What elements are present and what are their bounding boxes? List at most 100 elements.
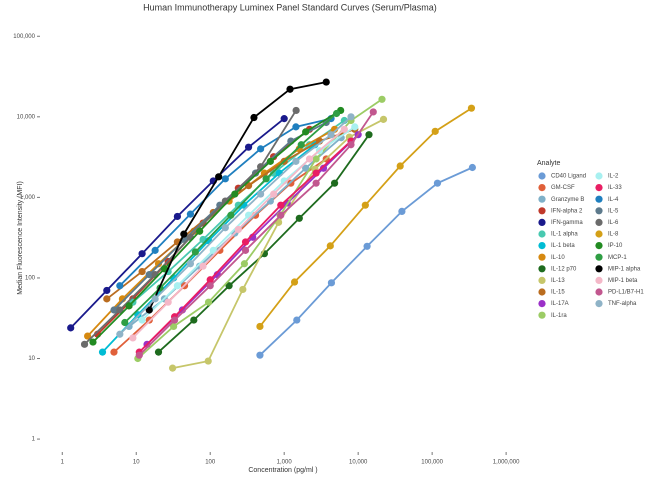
data-point (365, 131, 373, 139)
data-point (234, 225, 242, 234)
data-point (204, 298, 213, 306)
data-point (250, 113, 258, 122)
data-point (398, 207, 406, 215)
data-point (312, 179, 320, 187)
legend-label: IL-10 (551, 255, 565, 261)
legend-swatch (595, 276, 603, 284)
data-point (145, 271, 153, 279)
data-point (103, 295, 111, 303)
data-point (351, 123, 359, 131)
legend-label: IL-8 (608, 232, 619, 238)
legend-swatch (595, 172, 603, 180)
data-point (116, 282, 124, 290)
x-axis-title: Concentration (pg/ml ) (248, 467, 317, 474)
data-point (292, 157, 300, 165)
data-point (160, 265, 168, 273)
data-point (312, 169, 320, 177)
data-point (347, 113, 355, 121)
legend-swatch (538, 207, 546, 215)
data-point (363, 242, 371, 250)
legend-label: IFN-gamma (551, 220, 583, 226)
data-point (262, 175, 270, 183)
data-point (295, 214, 303, 222)
legend-swatch (595, 242, 603, 250)
data-point (168, 364, 177, 372)
data-point (251, 169, 260, 177)
data-point (154, 348, 163, 356)
legend-swatch (538, 300, 546, 308)
data-point (277, 211, 285, 219)
data-point (302, 164, 310, 172)
y-axis-title: Median Fluorescence Intensity (MFI) (17, 181, 24, 295)
legend-label: IL-2 (608, 174, 619, 180)
legend-swatch (538, 276, 546, 284)
data-point (327, 131, 335, 139)
x-tick-label: 100 (205, 460, 216, 466)
legend-label: PD-L1/B7-H1 (608, 290, 644, 296)
data-point (215, 173, 223, 181)
y-tick-label: 100 (25, 276, 36, 282)
data-point (379, 115, 388, 123)
legend-label: IL-1ra (551, 313, 567, 319)
data-point (256, 351, 264, 359)
chart-title: Human Immunotherapy Luminex Panel Standa… (143, 2, 437, 12)
data-point (244, 143, 253, 151)
legend-label: IL-33 (608, 185, 622, 191)
legend-label: IL-1 beta (551, 243, 575, 249)
data-point (164, 298, 172, 306)
x-tick-label: 1,000 (277, 460, 293, 466)
data-point (191, 248, 199, 256)
data-point (266, 157, 274, 165)
data-point (319, 164, 328, 172)
legend-swatch (595, 218, 603, 226)
data-point (239, 285, 247, 294)
data-point (396, 162, 404, 170)
data-point (286, 85, 294, 93)
data-point (67, 324, 75, 332)
data-point (186, 260, 195, 268)
y-tick-label: 10,000 (17, 114, 36, 120)
legend-label: IL-12 p70 (551, 266, 577, 272)
legend-swatch (595, 300, 603, 308)
legend-label: MIP-1 beta (608, 278, 638, 284)
legend-label: IL-6 (608, 220, 619, 226)
data-point (277, 201, 285, 209)
data-point (225, 282, 233, 290)
data-point (337, 134, 345, 142)
data-point (171, 316, 179, 324)
series-line (138, 111, 375, 356)
data-point (199, 262, 207, 270)
legend-label: MCP-1 (608, 255, 627, 261)
data-point (121, 318, 129, 327)
x-tick-label: 1,000,000 (493, 460, 520, 466)
data-point (369, 108, 377, 116)
legend-title: Analyte (537, 160, 560, 167)
data-point (290, 278, 299, 286)
data-point (340, 125, 348, 133)
data-point (467, 104, 476, 112)
data-point (332, 109, 341, 118)
data-point (260, 169, 268, 177)
data-point (134, 311, 142, 319)
y-tick-label: 10 (28, 356, 35, 362)
data-point (206, 276, 214, 284)
legend-swatch (595, 230, 603, 238)
data-point (89, 338, 97, 346)
data-point (83, 332, 92, 340)
legend-swatch (595, 207, 603, 215)
legend-label: GM-CSF (551, 185, 575, 191)
data-point (241, 246, 250, 254)
data-point (190, 316, 198, 324)
data-point (257, 190, 265, 198)
data-point (257, 145, 265, 153)
data-point (116, 330, 124, 338)
legend-swatch (595, 253, 603, 261)
legend-swatch (538, 172, 546, 180)
legend-swatch (538, 288, 546, 296)
legend-label: IL-13 (551, 278, 565, 284)
data-point (292, 123, 300, 131)
data-point (240, 260, 249, 268)
data-point (270, 190, 278, 198)
legend-swatch (538, 218, 546, 226)
data-point (206, 282, 214, 290)
